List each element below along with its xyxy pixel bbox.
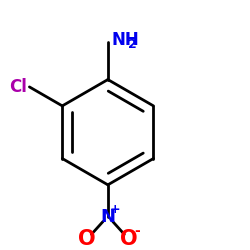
Text: Cl: Cl: [10, 78, 28, 96]
Text: -: -: [134, 224, 140, 238]
Text: O: O: [78, 229, 96, 249]
Text: NH: NH: [112, 32, 139, 50]
Text: +: +: [110, 203, 120, 216]
Text: O: O: [120, 229, 138, 249]
Text: N: N: [100, 208, 115, 226]
Text: 2: 2: [128, 38, 137, 51]
